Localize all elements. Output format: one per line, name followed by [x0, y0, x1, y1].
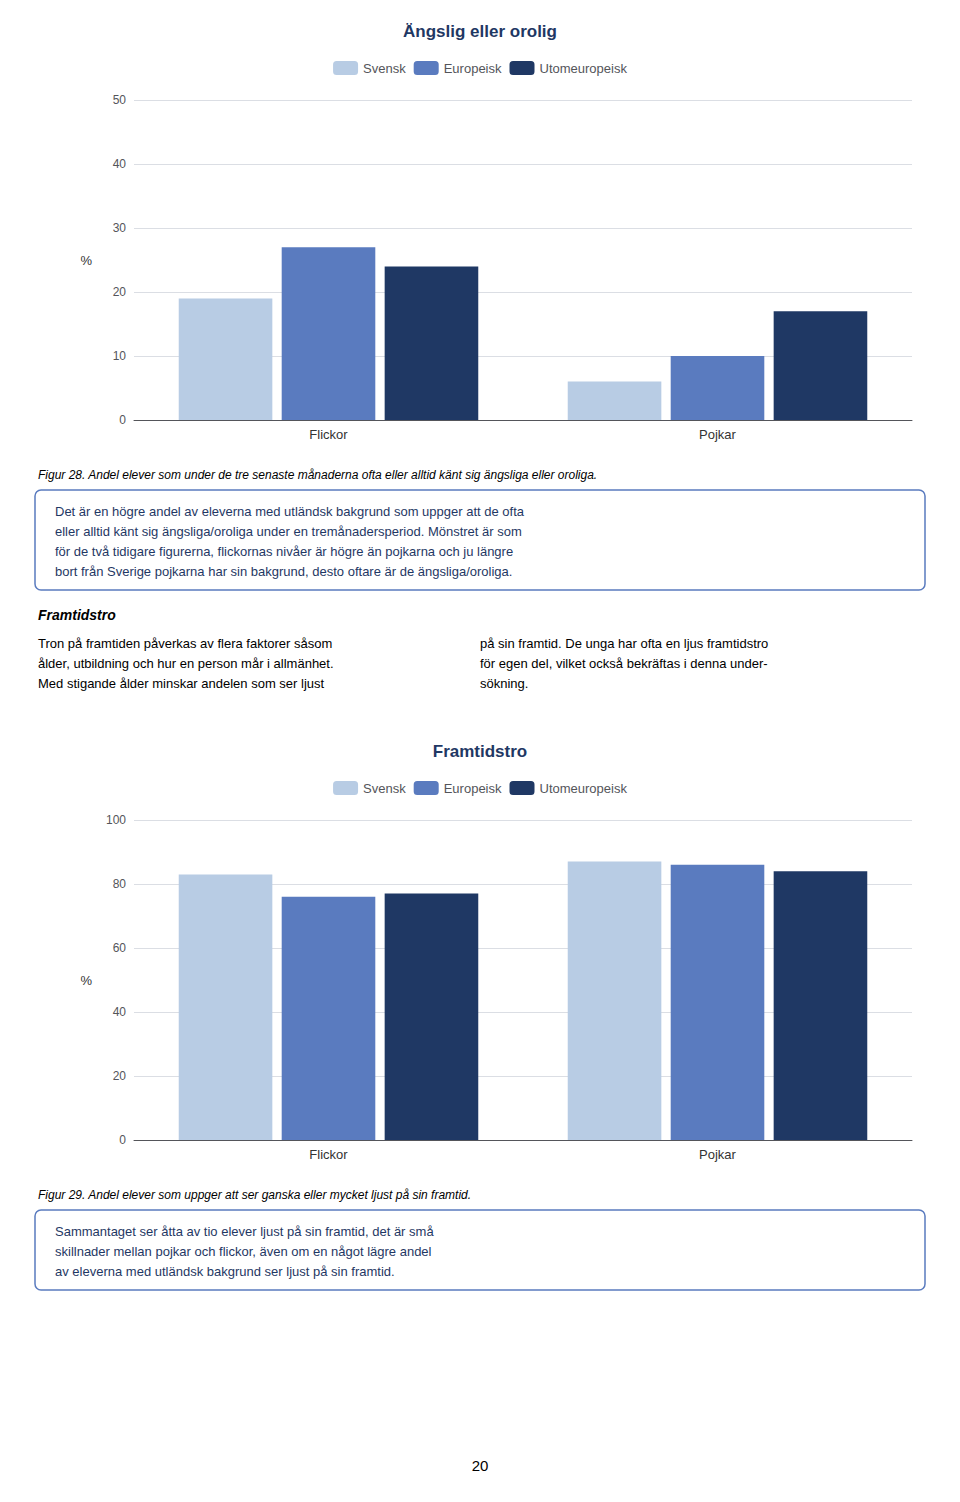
svg-text:Utomeuropeisk: Utomeuropeisk: [540, 781, 628, 796]
svg-text:Svensk: Svensk: [363, 781, 406, 796]
svg-text:Flickor: Flickor: [309, 1147, 348, 1162]
svg-text:Framtidstro: Framtidstro: [433, 742, 527, 761]
svg-text:på sin framtid. De unga har of: på sin framtid. De unga har ofta en ljus…: [480, 636, 768, 651]
svg-text:40: 40: [113, 157, 127, 171]
svg-text:av eleverna med utländsk bakgr: av eleverna med utländsk bakgrund ser lj…: [55, 1264, 395, 1279]
svg-text:Tron på framtiden påverkas av: Tron på framtiden påverkas av flera fakt…: [38, 636, 332, 651]
svg-text:Sammantaget ser åtta av tio el: Sammantaget ser åtta av tio elever ljust…: [55, 1224, 434, 1239]
svg-text:Europeisk: Europeisk: [444, 781, 502, 796]
svg-text:10: 10: [113, 349, 127, 363]
svg-text:ålder, utbildning och hur en p: ålder, utbildning och hur en person mår …: [38, 656, 334, 671]
svg-text:Flickor: Flickor: [309, 427, 348, 442]
svg-text:Figur 28. Andel elever som und: Figur 28. Andel elever som under de tre …: [38, 468, 597, 482]
svg-text:Europeisk: Europeisk: [444, 61, 502, 76]
svg-text:Det är en högre andel av eleve: Det är en högre andel av eleverna med ut…: [55, 504, 525, 519]
svg-text:för egen del, vilket också bek: för egen del, vilket också bekräftas i d…: [480, 656, 768, 671]
svg-text:Framtidstro: Framtidstro: [38, 607, 116, 623]
svg-text:Svensk: Svensk: [363, 61, 406, 76]
svg-text:Utomeuropeisk: Utomeuropeisk: [540, 61, 628, 76]
svg-text:för de två tidigare figurerna,: för de två tidigare figurerna, flickorna…: [55, 544, 513, 559]
svg-text:0: 0: [119, 1133, 126, 1147]
svg-text:sökning.: sökning.: [480, 676, 528, 691]
svg-text:60: 60: [113, 941, 127, 955]
svg-text:30: 30: [113, 221, 127, 235]
svg-text:%: %: [80, 973, 92, 988]
svg-text:Pojkar: Pojkar: [699, 427, 737, 442]
svg-text:20: 20: [472, 1457, 489, 1474]
svg-text:40: 40: [113, 1005, 127, 1019]
svg-text:eller alltid känt sig ängsliga: eller alltid känt sig ängsliga/oroliga u…: [55, 524, 522, 539]
svg-text:0: 0: [119, 413, 126, 427]
svg-text:50: 50: [113, 93, 127, 107]
svg-text:Figur 29. Andel elever som upp: Figur 29. Andel elever som uppger att se…: [38, 1188, 471, 1202]
svg-text:80: 80: [113, 877, 127, 891]
svg-text:20: 20: [113, 1069, 127, 1083]
svg-text:Pojkar: Pojkar: [699, 1147, 737, 1162]
svg-text:Med stigande ålder minskar and: Med stigande ålder minskar andelen som s…: [38, 676, 325, 691]
svg-text:20: 20: [113, 285, 127, 299]
svg-text:skillnader mellan pojkar och f: skillnader mellan pojkar och flickor, äv…: [55, 1244, 432, 1259]
svg-text:bort från Sverige pojkarna har: bort från Sverige pojkarna har sin bakgr…: [55, 564, 512, 579]
svg-text:Ängslig eller orolig: Ängslig eller orolig: [403, 22, 557, 41]
svg-text:%: %: [80, 253, 92, 268]
svg-text:100: 100: [106, 813, 126, 827]
